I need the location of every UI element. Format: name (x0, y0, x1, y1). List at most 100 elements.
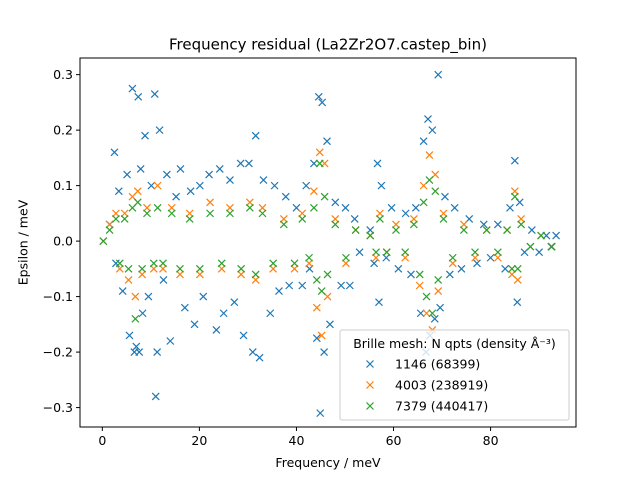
data-point (439, 209, 448, 218)
data-point (195, 270, 204, 279)
data-point (245, 203, 254, 212)
data-point (302, 181, 311, 190)
data-point (331, 220, 340, 229)
data-point (513, 276, 522, 284)
data-point (111, 209, 120, 218)
data-point (151, 392, 160, 401)
data-point (310, 187, 318, 196)
data-point (138, 264, 147, 273)
data-point (206, 209, 214, 218)
data-point (155, 126, 164, 135)
data-point (436, 303, 445, 312)
data-point (537, 231, 545, 240)
data-point (310, 203, 318, 212)
data-point (176, 270, 184, 279)
x-axis-ticks: 0 20 40 60 80 (98, 427, 499, 448)
data-point (401, 253, 410, 262)
data-point (510, 187, 519, 196)
data-point (159, 276, 168, 284)
data-point (526, 242, 535, 251)
data-point (341, 203, 350, 212)
data-point (120, 209, 129, 218)
data-point (370, 259, 379, 268)
legend-entry-label: 1146 (68399) (395, 357, 480, 372)
data-point (382, 248, 391, 257)
data-point (517, 220, 526, 229)
data-point (422, 309, 431, 318)
y-tick-label: 0.3 (53, 67, 73, 82)
data-point (176, 264, 184, 273)
data-point (326, 320, 334, 329)
data-point (133, 187, 142, 196)
data-point (255, 353, 264, 362)
data-point (377, 181, 386, 190)
data-point (159, 264, 167, 273)
data-point (373, 159, 382, 168)
data-point (506, 203, 514, 212)
data-point (114, 187, 123, 196)
data-point (136, 165, 145, 173)
data-point (206, 198, 214, 207)
data-point (486, 253, 495, 262)
data-point (448, 259, 457, 268)
data-point (331, 214, 340, 223)
data-point (226, 203, 234, 212)
data-point (424, 115, 432, 123)
data-point (450, 203, 459, 212)
data-point (105, 226, 114, 234)
data-point (217, 264, 226, 273)
data-point (422, 292, 431, 301)
x-tick-label: 0 (98, 433, 106, 448)
data-point (320, 348, 329, 357)
data-point (150, 90, 159, 98)
data-point (439, 214, 448, 223)
data-point (269, 264, 278, 273)
data-point (510, 156, 519, 165)
data-point (131, 292, 140, 301)
data-point (547, 242, 556, 251)
data-point (350, 214, 359, 223)
data-point (128, 84, 137, 93)
data-point (125, 331, 134, 340)
data-point (342, 253, 350, 262)
data-point (270, 181, 279, 190)
data-point (552, 231, 561, 240)
data-point (434, 287, 443, 295)
data-point (248, 348, 257, 357)
data-point (266, 309, 275, 318)
data-point (195, 264, 204, 273)
legend: Brille mesh: N qpts (density Å⁻³) 1146 (… (339, 329, 570, 421)
x-tick-label: 80 (483, 433, 499, 448)
y-tick-label: −0.1 (43, 289, 73, 304)
data-point (366, 226, 375, 234)
data-point (167, 203, 176, 212)
data-point (394, 264, 403, 273)
y-tick-label: −0.3 (43, 400, 73, 415)
data-point (428, 309, 437, 318)
data-point (251, 270, 260, 279)
data-point (134, 92, 143, 101)
data-point (401, 209, 410, 218)
data-point (143, 203, 151, 212)
data-point (251, 131, 260, 140)
data-point (149, 264, 158, 273)
data-point (138, 270, 147, 279)
data-point (141, 131, 149, 140)
data-point (176, 165, 185, 173)
data-point (493, 253, 502, 262)
data-point (401, 248, 410, 257)
data-point (376, 209, 384, 218)
data-point (387, 203, 396, 212)
data-point (217, 259, 226, 268)
data-point (167, 209, 176, 218)
data-point (199, 292, 208, 301)
data-point (305, 259, 313, 268)
data-point (138, 309, 147, 318)
data-point (501, 264, 510, 273)
data-point (457, 264, 466, 273)
data-point (415, 270, 424, 279)
x-tick-label: 40 (289, 433, 305, 448)
data-point (147, 181, 156, 190)
data-point (318, 98, 327, 107)
data-point (315, 159, 324, 168)
